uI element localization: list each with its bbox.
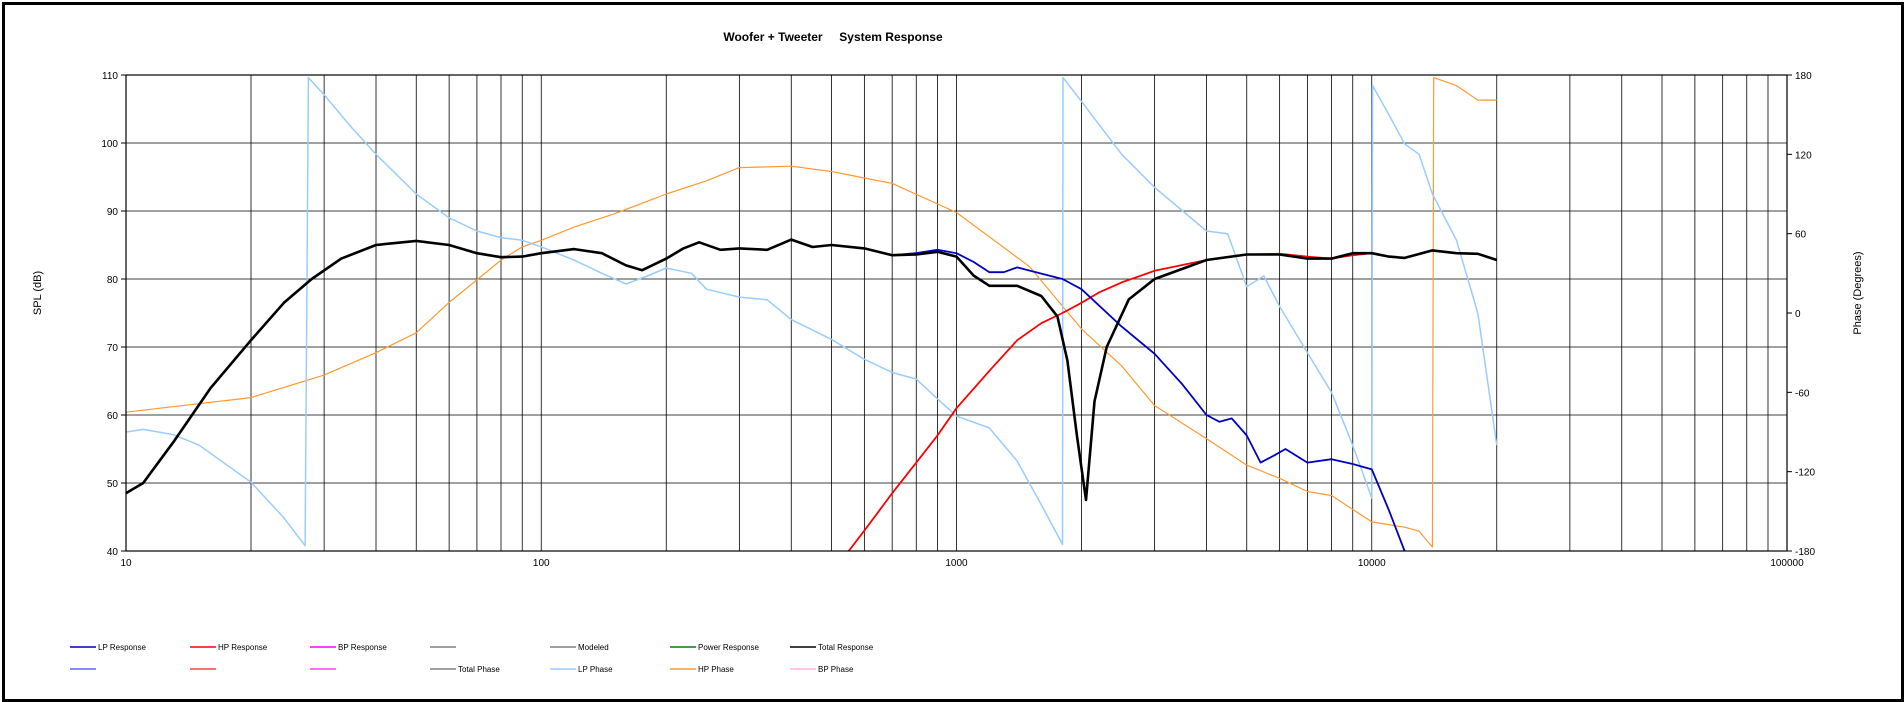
y-tick-labels: 40 50 60 70 80 90 100 110 — [101, 71, 126, 558]
plot-series — [125, 76, 1498, 552]
y-axis-label: SPL (dB) — [32, 271, 44, 315]
legend: LP Response HP Response BP Response Modeled… — [70, 643, 874, 674]
y2-tick-label: -120 — [1795, 468, 1815, 479]
legend-label: Power Response — [698, 643, 759, 652]
series-line-lp-phase — [125, 76, 1498, 547]
x-tick-label: 100 — [533, 558, 550, 569]
y-tick-label: 60 — [107, 411, 119, 422]
series-line-hp-response — [847, 252, 1372, 552]
y-tick-label: 50 — [107, 479, 119, 490]
x-tick-label: 10 — [120, 558, 132, 569]
y-tick-label: 90 — [107, 207, 119, 218]
x-tick-label: 10000 — [1358, 558, 1386, 569]
series-line-hp-phase — [125, 76, 1497, 548]
legend-label: HP Phase — [698, 665, 734, 674]
x-tick-label: 100000 — [1770, 558, 1804, 569]
y2-tick-label: -60 — [1795, 388, 1810, 399]
y2-tick-label: -180 — [1795, 547, 1815, 558]
y-tick-label: 70 — [107, 343, 119, 354]
legend-label: Total Response — [818, 643, 874, 652]
legend-label: LP Response — [98, 643, 146, 652]
y2-tick-label: 60 — [1795, 230, 1807, 241]
y-tick-label: 40 — [107, 547, 119, 558]
legend-label: BP Phase — [818, 665, 854, 674]
chart-title: Woofer + Tweeter System Response — [723, 30, 943, 44]
legend-label: Modeled — [578, 643, 609, 652]
legend-label: LP Phase — [578, 665, 613, 674]
y-tick-label: 80 — [107, 275, 119, 286]
y-tick-label: 110 — [102, 71, 118, 82]
y2-tick-label: 0 — [1795, 309, 1801, 320]
x-tick-labels: 10 100 1000 10000 100000 — [120, 558, 1804, 569]
y-tick-label: 100 — [101, 139, 118, 150]
series-line-total-response — [125, 238, 1498, 502]
legend-label: Total Phase — [458, 665, 500, 674]
y2-tick-label: 120 — [1795, 150, 1812, 161]
legend-label: BP Response — [338, 643, 387, 652]
y2-axis-label: Phase (Degrees) — [1852, 251, 1864, 334]
y2-tick-label: 180 — [1795, 71, 1812, 82]
x-tick-label: 1000 — [945, 558, 968, 569]
series-line-lp-response — [892, 248, 1406, 552]
y2-tick-labels: -180 -120 -60 0 60 120 180 — [1787, 71, 1815, 558]
grid-lines — [125, 74, 1787, 552]
legend-label: HP Response — [218, 643, 268, 652]
